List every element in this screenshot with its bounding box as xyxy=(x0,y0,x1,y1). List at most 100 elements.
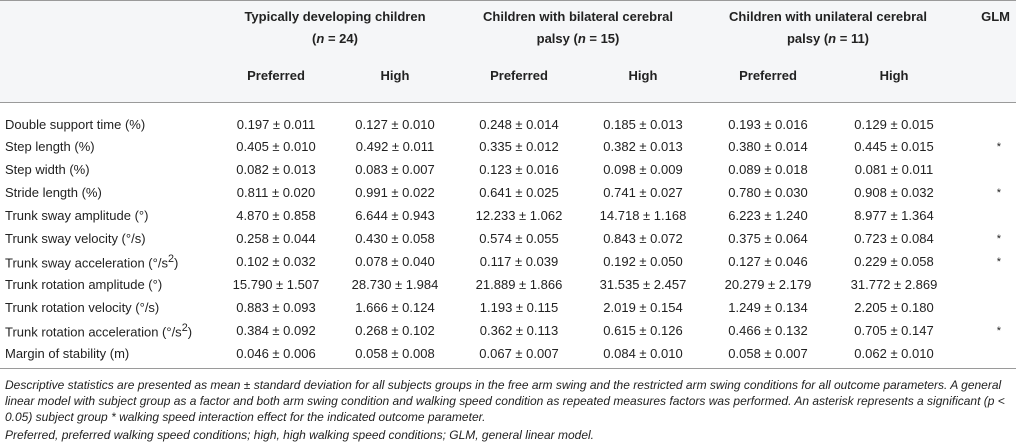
table-row: Trunk sway velocity (°/s) 0.258 ± 0.044 0.… xyxy=(0,227,1016,250)
abbreviations: Preferred, preferred walking speed condi… xyxy=(5,428,595,442)
value-cell: 0.062 ± 0.010 xyxy=(834,342,955,369)
row-label: Margin of stability (m) xyxy=(0,342,216,369)
value-cell: 0.466 ± 0.132 xyxy=(728,323,808,338)
value-cell: 0.089 ± 0.018 xyxy=(728,162,808,177)
value-cell: 0.268 ± 0.102 xyxy=(355,323,435,338)
value-cell: 6.223 ± 1.240 xyxy=(728,208,808,223)
group-header-bilateral: Children with bilateral cerebral palsy (… xyxy=(483,9,673,46)
table-row: Trunk rotation acceleration (°/s2) 0.384 … xyxy=(0,319,1016,342)
value-cell: 0.705 ± 0.147 xyxy=(854,323,934,338)
subheader-high: High xyxy=(380,68,410,83)
table-row: Trunk sway acceleration (°/s2) 0.102 ± 0.… xyxy=(0,250,1016,273)
value-cell: 0.127 ± 0.010 xyxy=(355,116,435,132)
value-cell: 0.078 ± 0.040 xyxy=(355,254,435,269)
table-row: Double support time (%) 0.197 ± 0.011 0.12… xyxy=(0,103,1016,136)
glm-significance-cell xyxy=(954,273,1016,296)
value-cell: 0.574 ± 0.055 xyxy=(479,231,559,246)
glm-significance-cell xyxy=(954,296,1016,319)
value-cell: 15.790 ± 1.507 xyxy=(232,277,320,292)
value-cell: 2.019 ± 0.154 xyxy=(603,300,683,315)
value-cell: 0.430 ± 0.058 xyxy=(355,231,435,246)
value-cell: 0.811 ± 0.020 xyxy=(236,185,316,200)
value-cell: 0.084 ± 0.010 xyxy=(584,342,702,369)
glm-significance-cell: * xyxy=(996,232,1002,245)
results-table: Typically developing children (n = 24) C… xyxy=(0,0,1016,369)
glm-significance-cell: * xyxy=(996,186,1002,199)
value-cell: 0.380 ± 0.014 xyxy=(728,139,808,154)
value-cell: 0.123 ± 0.016 xyxy=(479,162,559,177)
table-notes: Descriptive statistics are presented as … xyxy=(0,369,1016,443)
row-label: Trunk rotation acceleration (°/s2) xyxy=(5,321,193,340)
value-cell: 0.641 ± 0.025 xyxy=(479,185,559,200)
glm-significance-cell: * xyxy=(996,255,1002,268)
table-row: Step length (%) 0.405 ± 0.010 0.492 ± 0.01… xyxy=(0,135,1016,158)
subheader-high: High xyxy=(628,68,658,83)
table-row: Step width (%) 0.082 ± 0.013 0.083 ± 0.007… xyxy=(0,158,1016,181)
subheader-high: High xyxy=(879,68,909,83)
value-cell: 0.058 ± 0.007 xyxy=(702,342,834,369)
value-cell: 0.615 ± 0.126 xyxy=(603,323,683,338)
group-header-unilateral: Children with unilateral cerebral palsy … xyxy=(729,9,927,46)
row-label: Step width (%) xyxy=(5,162,90,177)
subheader-preferred: Preferred xyxy=(739,68,797,83)
subheader-empty-cell xyxy=(954,60,1016,103)
value-cell: 1.193 ± 0.115 xyxy=(479,300,559,315)
value-cell: 0.192 ± 0.050 xyxy=(603,254,683,269)
value-cell: 0.883 ± 0.093 xyxy=(236,300,316,315)
footnote: Descriptive statistics are presented as … xyxy=(5,378,1005,424)
value-cell: 0.445 ± 0.015 xyxy=(854,139,934,154)
value-cell: 2.205 ± 0.180 xyxy=(854,300,934,315)
value-cell: 0.058 ± 0.008 xyxy=(336,342,454,369)
value-cell: 0.098 ± 0.009 xyxy=(603,162,683,177)
value-cell: 14.718 ± 1.168 xyxy=(599,208,687,223)
value-cell: 0.067 ± 0.007 xyxy=(454,342,584,369)
value-cell: 0.908 ± 0.032 xyxy=(854,185,934,200)
value-cell: 31.772 ± 2.869 xyxy=(850,277,938,292)
value-cell: 0.405 ± 0.010 xyxy=(236,139,316,154)
glm-significance-cell: * xyxy=(996,140,1002,153)
value-cell: 12.233 ± 1.062 xyxy=(475,208,563,223)
value-cell: 0.382 ± 0.013 xyxy=(603,139,683,154)
subheader-row: Preferred High Preferred High Preferred … xyxy=(0,60,1016,103)
value-cell: 0.991 ± 0.022 xyxy=(355,185,435,200)
glm-header: GLM xyxy=(981,9,1011,24)
subheader-preferred: Preferred xyxy=(490,68,548,83)
value-cell: 0.362 ± 0.113 xyxy=(479,323,559,338)
value-cell: 0.258 ± 0.044 xyxy=(236,231,316,246)
value-cell: 0.229 ± 0.058 xyxy=(854,254,934,269)
row-label: Trunk sway amplitude (°) xyxy=(5,208,149,223)
glm-significance-cell xyxy=(954,158,1016,181)
row-label: Trunk sway acceleration (°/s2) xyxy=(5,252,179,271)
group-header-typical: Typically developing children (n = 24) xyxy=(244,9,426,46)
row-label: Stride length (%) xyxy=(5,185,102,200)
value-cell: 1.666 ± 0.124 xyxy=(355,300,435,315)
group-header-row: Typically developing children (n = 24) C… xyxy=(0,0,1016,61)
row-label: Step length (%) xyxy=(5,139,95,154)
table-body: Double support time (%) 0.197 ± 0.011 0.12… xyxy=(0,103,1016,369)
value-cell: 0.197 ± 0.011 xyxy=(236,116,316,132)
value-cell: 0.083 ± 0.007 xyxy=(355,162,435,177)
glm-significance-cell: * xyxy=(996,324,1002,337)
glm-significance-cell xyxy=(954,204,1016,227)
value-cell: 0.248 ± 0.014 xyxy=(479,116,559,132)
value-cell: 0.082 ± 0.013 xyxy=(236,162,316,177)
value-cell: 0.723 ± 0.084 xyxy=(854,231,934,246)
row-label: Trunk rotation amplitude (°) xyxy=(5,277,163,292)
value-cell: 0.102 ± 0.032 xyxy=(236,254,316,269)
header-empty-cell xyxy=(0,1,216,61)
value-cell: 0.335 ± 0.012 xyxy=(479,139,559,154)
value-cell: 0.843 ± 0.072 xyxy=(603,231,683,246)
value-cell: 20.279 ± 2.179 xyxy=(724,277,812,292)
value-cell: 31.535 ± 2.457 xyxy=(599,277,687,292)
row-label: Double support time (%) xyxy=(5,116,146,132)
subheader-empty-cell xyxy=(0,60,216,103)
value-cell: 28.730 ± 1.984 xyxy=(351,277,439,292)
value-cell: 0.384 ± 0.092 xyxy=(236,323,316,338)
table-row: Trunk sway amplitude (°) 4.870 ± 0.858 6.6… xyxy=(0,204,1016,227)
value-cell: 0.046 ± 0.006 xyxy=(216,342,336,369)
value-cell: 0.081 ± 0.011 xyxy=(854,162,934,177)
value-cell: 6.644 ± 0.943 xyxy=(355,208,435,223)
value-cell: 0.375 ± 0.064 xyxy=(728,231,808,246)
subheader-preferred: Preferred xyxy=(247,68,305,83)
